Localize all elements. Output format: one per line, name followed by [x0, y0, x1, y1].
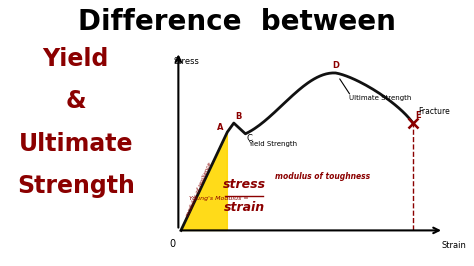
Text: stress: stress	[223, 178, 265, 191]
Text: &: &	[65, 89, 86, 113]
Text: Ultimate Strength: Ultimate Strength	[348, 95, 411, 101]
Text: Difference  between: Difference between	[78, 8, 396, 36]
Text: D: D	[332, 61, 339, 70]
Text: A: A	[217, 123, 224, 132]
Text: Stress: Stress	[173, 57, 199, 66]
Text: B: B	[235, 113, 241, 122]
Text: Yield: Yield	[43, 47, 109, 70]
Text: strain: strain	[224, 201, 264, 214]
Text: modulus of resilience: modulus of resilience	[185, 161, 212, 217]
Text: E: E	[416, 111, 421, 120]
Text: C: C	[246, 134, 253, 143]
Text: 0: 0	[170, 239, 176, 249]
Text: Yield Strength: Yield Strength	[248, 141, 297, 147]
Polygon shape	[181, 132, 228, 230]
Text: Young's Modulus =: Young's Modulus =	[189, 196, 250, 201]
Text: Fracture: Fracture	[418, 107, 450, 116]
Text: Ultimate: Ultimate	[18, 132, 133, 156]
Text: modulus of toughness: modulus of toughness	[275, 172, 370, 181]
Text: Strain: Strain	[441, 241, 466, 250]
Text: Strength: Strength	[17, 174, 135, 198]
